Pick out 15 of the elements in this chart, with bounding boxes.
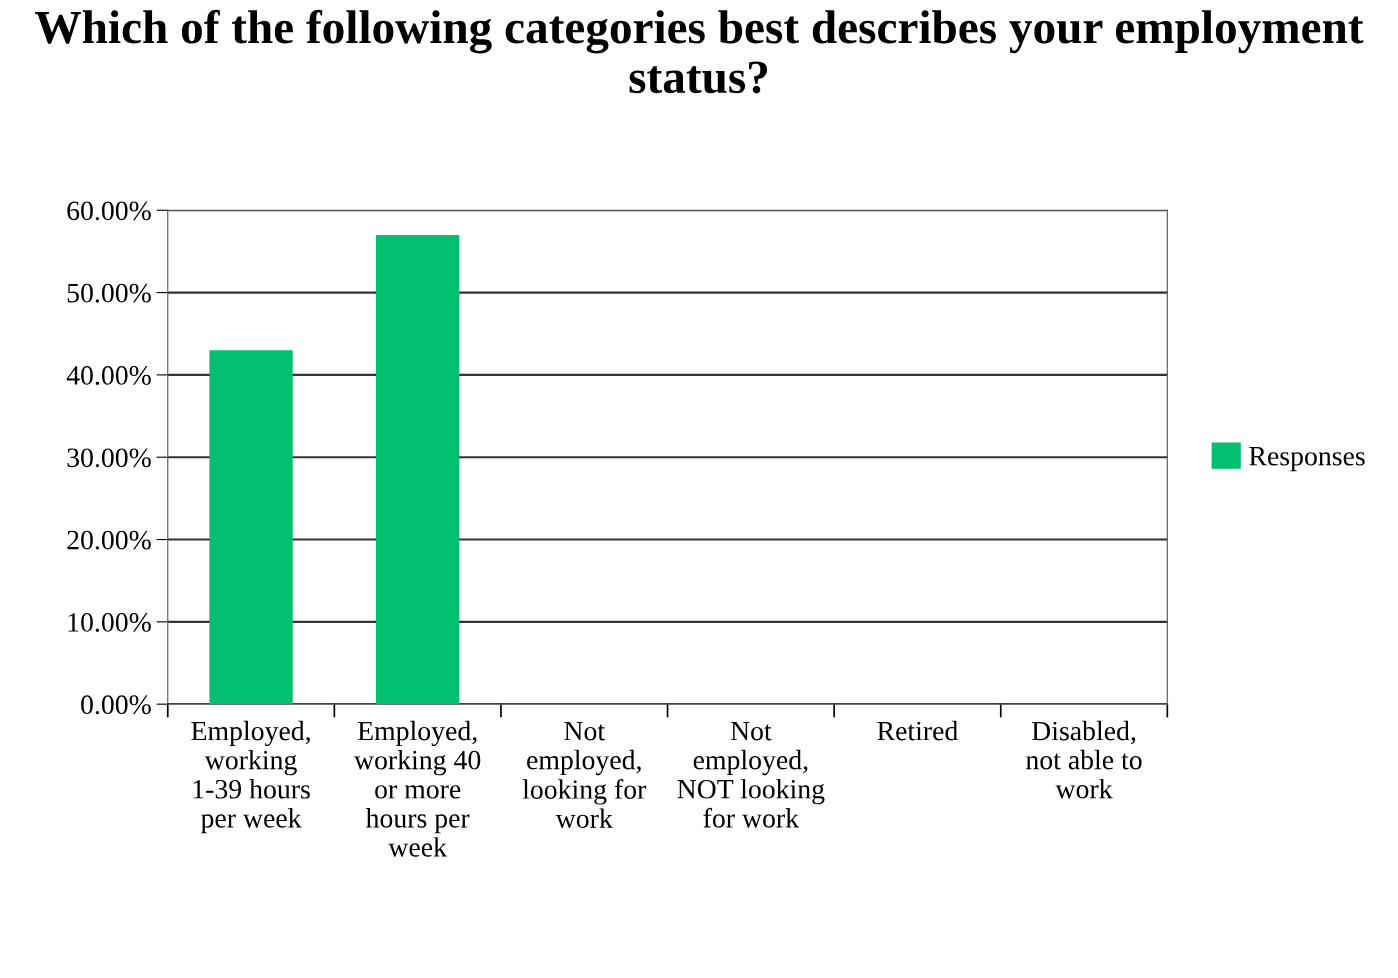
y-tick-label: 50.00%	[67, 283, 151, 303]
y-tick-label: 20.00%	[67, 530, 151, 550]
y-tick-label: 0.00%	[81, 695, 151, 715]
x-tick-label: Not employed, NOT looking for work	[677, 721, 825, 828]
y-tick-label: 10.00%	[68, 613, 151, 632]
y-tick-label: 60.00%	[67, 201, 151, 221]
x-tick-label: Not employed, looking for work	[522, 721, 647, 829]
x-tick-label: Retired	[877, 720, 958, 741]
y-tick-label: 40.00%	[66, 366, 151, 385]
chart-title: Which of the following categories best describes your employment status?	[35, 9, 1364, 94]
x-tick-label: Employed, working 40 or more hours per week	[354, 720, 481, 857]
x-tick-label: Employed, working 1-39 hours per week	[191, 720, 310, 834]
x-tick-label: Disabled, not able to work	[1026, 720, 1142, 799]
legend-label: Responses	[1249, 447, 1365, 472]
y-tick-label: 30.00%	[67, 448, 151, 468]
